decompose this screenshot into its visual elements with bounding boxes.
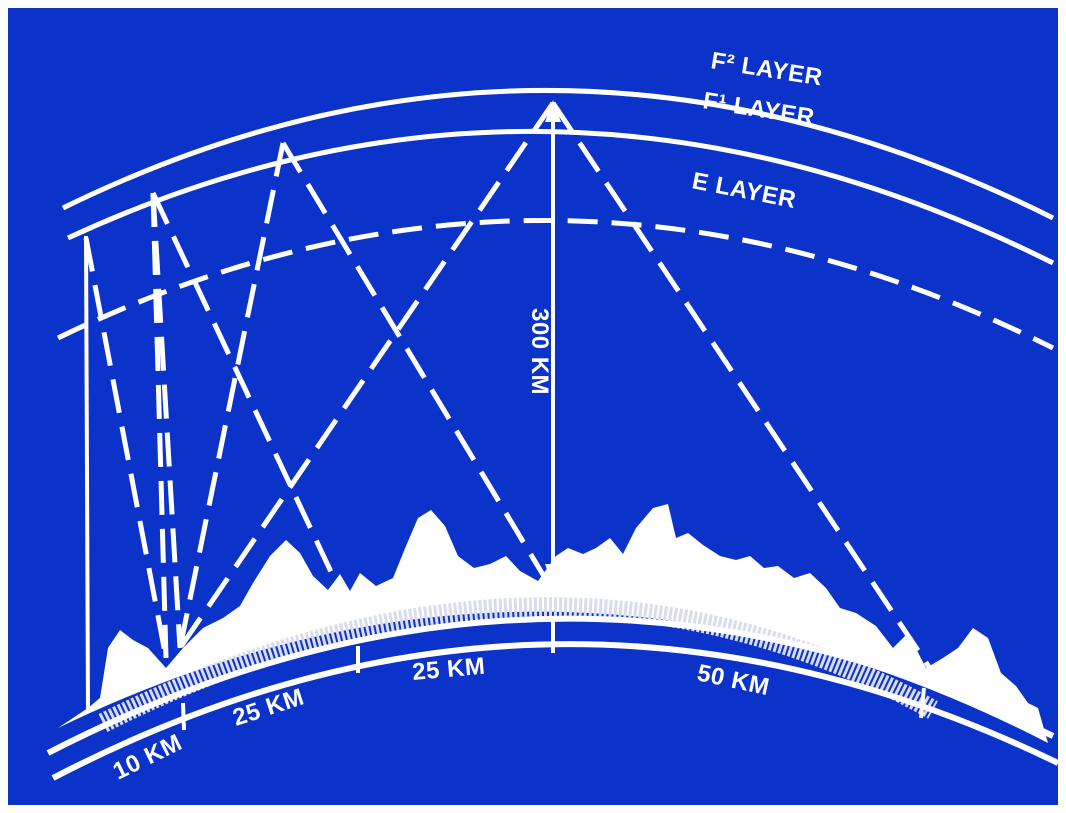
- ray-path: [280, 141, 551, 585]
- ray-paths: [83, 101, 936, 675]
- arrowhead-up-icon: [545, 100, 561, 122]
- left-vertical-line: [84, 235, 90, 714]
- arrowhead-down-icon: [545, 564, 561, 586]
- distance-label-25km-center: 25 KM: [411, 653, 486, 686]
- height-label: 300 KM: [526, 308, 553, 395]
- distance-tick: [919, 687, 926, 719]
- ray-path: [150, 191, 351, 610]
- ray-path: [83, 237, 169, 659]
- ray-path: [150, 192, 183, 649]
- e-layer-arc: [56, 217, 1055, 351]
- ray-path: [177, 142, 286, 649]
- ray-path: [550, 101, 936, 675]
- f1-layer-arc: [66, 128, 1055, 266]
- distance-tick: [181, 702, 186, 731]
- surface-band: [98, 597, 938, 732]
- ionosphere-diagram: F² LAYER F¹ LAYER E LAYER 300 KM 10 KM 2…: [8, 8, 1058, 805]
- terrain-silhouette: [58, 504, 1048, 743]
- f2-layer-arc: [61, 87, 1055, 221]
- ray-path: [177, 101, 556, 650]
